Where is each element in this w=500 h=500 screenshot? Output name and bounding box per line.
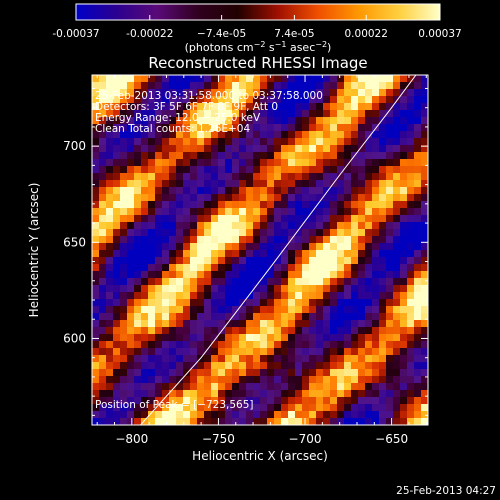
peak-position-label: Position of Peak = [−723,565] (95, 399, 254, 411)
info-line-time: 25‐Feb‐2013 03:31:58.000 to 03:37:58.000 (95, 90, 323, 102)
colorbar-tick-label: 0.00022 (345, 28, 388, 40)
info-line-clean: Clean Total counts: 1.26E+04 (95, 123, 250, 135)
y-tick-label: 650 (63, 235, 86, 249)
x-tick-label: −750 (202, 432, 235, 446)
colorbar-units-label: (photons cm−2 s−1 asec−2) (185, 40, 332, 54)
y-axis-label: Heliocentric Y (arcsec) (27, 183, 41, 318)
observation-info: 25‐Feb‐2013 03:31:58.000 to 03:37:58.000… (95, 90, 323, 135)
plot-frame (91, 74, 429, 426)
colorbar-tick-label: 7.4e-05 (274, 28, 314, 40)
colorbar-tick-label: −7.4e-05 (197, 28, 246, 40)
footer-timestamp: 25‐Feb‐2013 04:27 (396, 485, 496, 497)
heatmap-image (92, 75, 428, 425)
x-tick-label: −650 (375, 432, 408, 446)
colorbar-tick-label: -0.00037 (52, 28, 99, 40)
x-axis-label: Heliocentric X (arcsec) (192, 449, 328, 463)
info-line-detectors: Detectors: 3F 5F 6F 7F 8F 9F, Att 0 (95, 101, 278, 113)
solar-limb-curve (140, 75, 417, 425)
colorbar-tick-label: -0.00022 (126, 28, 173, 40)
x-tick-label: −800 (115, 432, 148, 446)
y-tick-label: 700 (63, 139, 86, 153)
colorbar (76, 4, 440, 20)
y-tick-label: 600 (63, 331, 86, 345)
axis-ticks: −800 −750 −700 −650 600 650 700 (63, 75, 428, 446)
info-line-energy: Energy Range: 12.0 − 25.0 keV (95, 112, 261, 124)
colorbar-tick-label: 0.00037 (418, 28, 461, 40)
colorbar-ticks: -0.00037 -0.00022 −7.4e-05 7.4e-05 0.00022 0.… (52, 15, 462, 40)
colorbar-frame (75, 3, 441, 21)
x-tick-label: −700 (289, 432, 322, 446)
plot-title: Reconstructed RHESSI Image (148, 54, 367, 72)
